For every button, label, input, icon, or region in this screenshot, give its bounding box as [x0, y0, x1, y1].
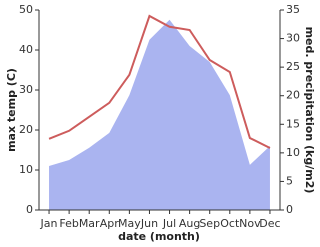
x-tick-label: May [118, 217, 141, 230]
y2-tick-label: 5 [286, 174, 293, 187]
y2-tick-label: 0 [286, 203, 293, 216]
y-tick-label: 0 [26, 203, 33, 216]
y2-tick-label: 30 [286, 32, 300, 45]
y2-tick-label: 10 [286, 146, 300, 159]
x-tick-label: Jan [40, 217, 58, 230]
y-tick-label: 50 [19, 3, 33, 16]
x-tick-label: Apr [100, 217, 120, 230]
x-tick-label: Feb [59, 217, 78, 230]
y-axis-title: max temp (C) [5, 68, 18, 152]
x-tick-label: Nov [239, 217, 261, 230]
y-tick-label: 30 [19, 83, 33, 96]
x-tick-label: Oct [220, 217, 240, 230]
x-tick-label: Sep [199, 217, 220, 230]
y-tick-label: 10 [19, 163, 33, 176]
precipitation-area [49, 19, 270, 211]
temperature-line [48, 14, 271, 149]
y2-tick-label: 25 [286, 60, 300, 73]
x-tick-label: Aug [179, 217, 200, 230]
x-tick-label: Mar [79, 217, 100, 230]
y2-tick-label: 35 [286, 3, 300, 16]
x-axis-title: date (month) [118, 230, 200, 243]
x-tick-label: Jun [140, 217, 158, 230]
y2-axis-title: med. precipitation (kg/m2) [303, 27, 316, 194]
y2-tick-label: 20 [286, 89, 300, 102]
x-tick-label: Dec [259, 217, 280, 230]
y-tick-label: 40 [19, 43, 33, 56]
y-tick-label: 20 [19, 123, 33, 136]
x-tick-label: Jul [162, 217, 176, 230]
y2-tick-label: 15 [286, 117, 300, 130]
